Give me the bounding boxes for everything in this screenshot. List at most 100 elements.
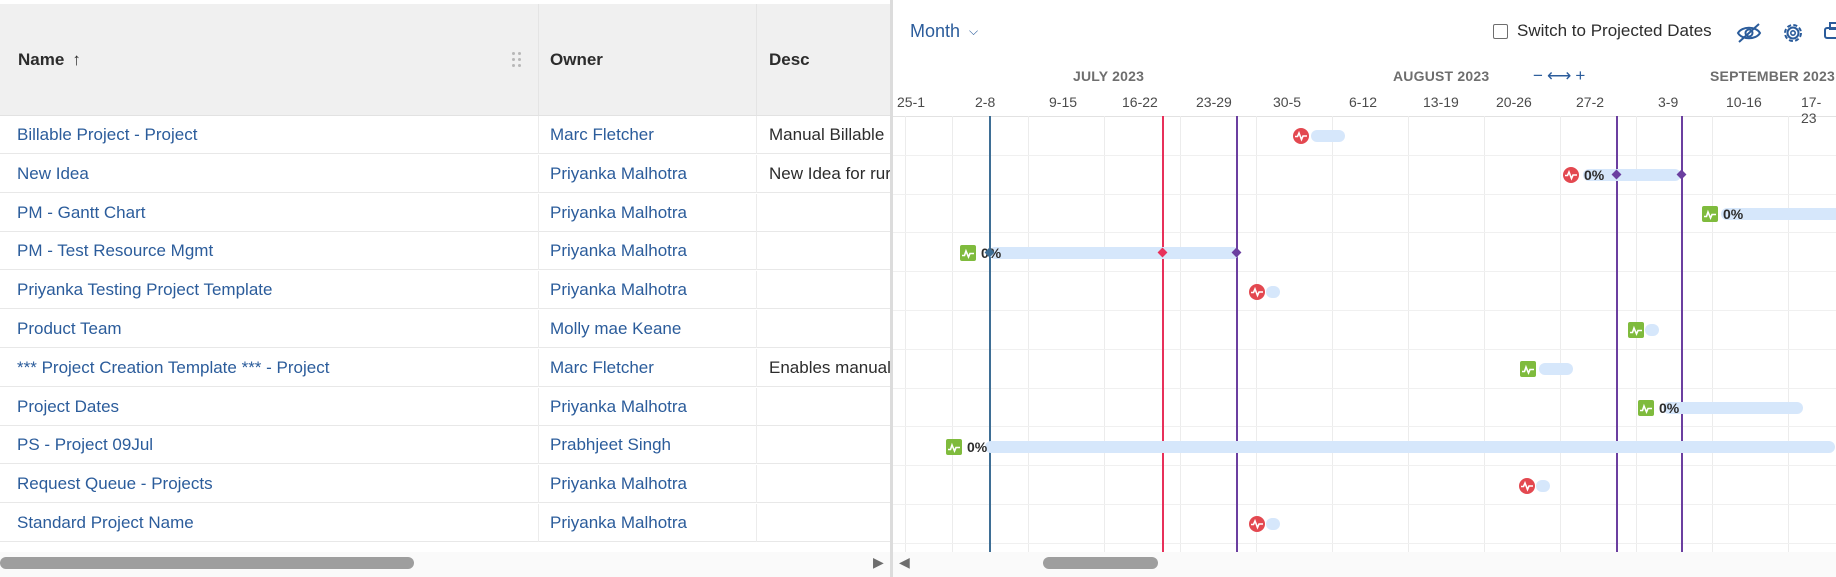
table-row[interactable]: PS - Project 09Jul Prabhjeet Singh [0, 426, 890, 465]
gantt-task-bar[interactable] [1583, 169, 1681, 182]
month-label: AUGUST 2023 [1393, 68, 1490, 84]
project-name-link[interactable]: PS - Project 09Jul [0, 426, 539, 465]
table-row[interactable]: Product Team Molly mae Keane [0, 310, 890, 348]
owner-link[interactable]: Molly mae Keane [539, 310, 757, 348]
column-resize-grip-icon[interactable] [512, 52, 522, 68]
project-name-link[interactable]: PM - Gantt Chart [0, 193, 539, 232]
owner-link[interactable]: Prabhjeet Singh [539, 426, 757, 465]
project-name-link[interactable]: *** Project Creation Template *** - Proj… [0, 348, 539, 387]
project-name-link[interactable]: Product Team [0, 310, 539, 348]
pan-arrows-icon[interactable]: ⟷ [1546, 66, 1572, 85]
status-at-risk-icon[interactable] [1518, 477, 1536, 500]
table-row[interactable]: PM - Gantt Chart Priyanka Malhotra [0, 193, 890, 232]
gantt-task-bar[interactable] [1311, 130, 1345, 143]
owner-link[interactable]: Priyanka Malhotra [539, 154, 757, 193]
description-cell: Manual Billable [769, 125, 885, 144]
sort-ascending-icon[interactable]: ↑ [72, 49, 81, 69]
row-gridline [893, 542, 1836, 544]
print-icon[interactable] [1823, 20, 1836, 46]
owner-link[interactable]: Priyanka Malhotra [539, 504, 757, 542]
project-name-link[interactable]: New Idea [0, 154, 539, 193]
milestone-marker-line [1616, 116, 1618, 552]
owner-link[interactable]: Priyanka Malhotra [539, 232, 757, 271]
project-name-link[interactable]: PM - Test Resource Mgmt [0, 232, 539, 271]
week-gridline [1256, 116, 1257, 552]
owner-link[interactable]: Priyanka Malhotra [539, 387, 757, 426]
owner-link[interactable]: Marc Fletcher [539, 348, 757, 387]
week-label: 16-22 [1122, 94, 1158, 110]
gear-icon[interactable] [1780, 20, 1806, 46]
milestone-marker-line [1681, 116, 1683, 552]
today-marker-line [989, 116, 991, 552]
gantt-task-bar[interactable] [1536, 479, 1550, 492]
gantt-horizontal-scrollbar[interactable] [893, 552, 1836, 577]
gantt-scrollbar-thumb[interactable] [1043, 557, 1158, 569]
project-name-link[interactable]: Standard Project Name [0, 504, 539, 542]
table-row[interactable]: Standard Project Name Priyanka Malhotra [0, 504, 890, 542]
status-on-track-icon[interactable] [1701, 205, 1719, 228]
zoom-out-button[interactable]: − [1533, 66, 1543, 85]
status-on-track-icon[interactable] [1519, 360, 1537, 383]
status-at-risk-icon[interactable] [1248, 515, 1266, 538]
status-on-track-icon[interactable] [945, 438, 963, 461]
timeline-header: JULY 2023 AUGUST 2023 SEPTEMBER 2023 25-1 2… [893, 60, 1836, 126]
table-scrollbar-thumb[interactable] [0, 557, 414, 569]
column-header-owner[interactable]: Owner [539, 4, 757, 115]
project-name-link[interactable]: Project Dates [0, 387, 539, 426]
week-label: 25-1 [897, 94, 926, 110]
table-row[interactable]: PM - Test Resource Mgmt Priyanka Malhotra [0, 232, 890, 271]
status-at-risk-icon[interactable] [1562, 166, 1580, 189]
gantt-task-bar[interactable] [1266, 285, 1280, 298]
scroll-right-arrow-icon[interactable]: ▶ [873, 554, 884, 570]
week-gridline [1712, 116, 1713, 552]
gantt-task-bar[interactable] [1539, 363, 1573, 376]
table-row[interactable]: Project Dates Priyanka Malhotra [0, 387, 890, 426]
table-row[interactable]: Billable Project - Project Marc Fletcher M… [0, 116, 890, 154]
week-gridline [1560, 116, 1561, 552]
scroll-left-arrow-icon[interactable]: ◀ [899, 554, 910, 570]
hide-icon[interactable] [1736, 20, 1762, 46]
row-gridline [893, 465, 1836, 467]
gantt-task-bar[interactable] [989, 246, 1239, 259]
table-row[interactable]: Request Queue - Projects Priyanka Malhotr… [0, 465, 890, 504]
owner-link[interactable]: Priyanka Malhotra [539, 465, 757, 504]
gantt-task-bar[interactable] [985, 440, 1835, 453]
gantt-task-bar[interactable] [1645, 324, 1659, 337]
project-table: Name ↑ Owner Desc Billable Project - Pro… [0, 0, 890, 577]
zoom-in-button[interactable]: + [1575, 66, 1586, 85]
description-cell [757, 388, 890, 426]
status-on-track-icon[interactable] [1627, 321, 1645, 344]
status-on-track-icon[interactable] [959, 244, 977, 267]
description-cell [757, 194, 890, 232]
project-name-link[interactable]: Billable Project - Project [0, 116, 539, 154]
gantt-task-bar[interactable] [1266, 518, 1280, 531]
project-name-link[interactable]: Request Queue - Projects [0, 465, 539, 504]
pane-divider[interactable] [890, 0, 893, 577]
status-at-risk-icon[interactable] [1248, 283, 1266, 306]
column-header-desc[interactable]: Desc [757, 4, 890, 115]
table-row[interactable]: *** Project Creation Template *** - Proj… [0, 348, 890, 387]
description-cell [757, 504, 890, 542]
owner-link[interactable]: Priyanka Malhotra [539, 193, 757, 232]
owner-link[interactable]: Priyanka Malhotra [539, 271, 757, 310]
view-scale-dropdown[interactable]: Month ⌵ [910, 18, 978, 44]
projected-dates-toggle[interactable]: Switch to Projected Dates [1493, 21, 1712, 41]
status-on-track-icon[interactable] [1637, 399, 1655, 422]
table-row[interactable]: Priyanka Testing Project Template Priyank… [0, 271, 890, 310]
week-gridline [1788, 116, 1789, 552]
column-header-name[interactable]: Name ↑ [0, 4, 539, 115]
progress-percent-label: 0% [1659, 400, 1680, 416]
status-at-risk-icon[interactable] [1292, 127, 1310, 150]
table-row[interactable]: New Idea Priyanka Malhotra New Idea for ru… [0, 154, 890, 193]
gantt-toolbar: Month ⌵ Switch to Projected Dates [893, 0, 1836, 60]
gantt-task-bar[interactable] [1721, 208, 1836, 220]
project-name-link[interactable]: Priyanka Testing Project Template [0, 271, 539, 310]
description-cell: New Idea for rur [769, 163, 890, 183]
projected-dates-checkbox[interactable] [1493, 23, 1508, 39]
week-label: 17-23 [1801, 94, 1822, 126]
gantt-task-bar[interactable] [1663, 402, 1803, 414]
week-gridline [905, 116, 906, 552]
week-label: 6-12 [1349, 94, 1378, 110]
owner-link[interactable]: Marc Fletcher [539, 116, 757, 154]
month-label: JULY 2023 [1073, 68, 1145, 84]
